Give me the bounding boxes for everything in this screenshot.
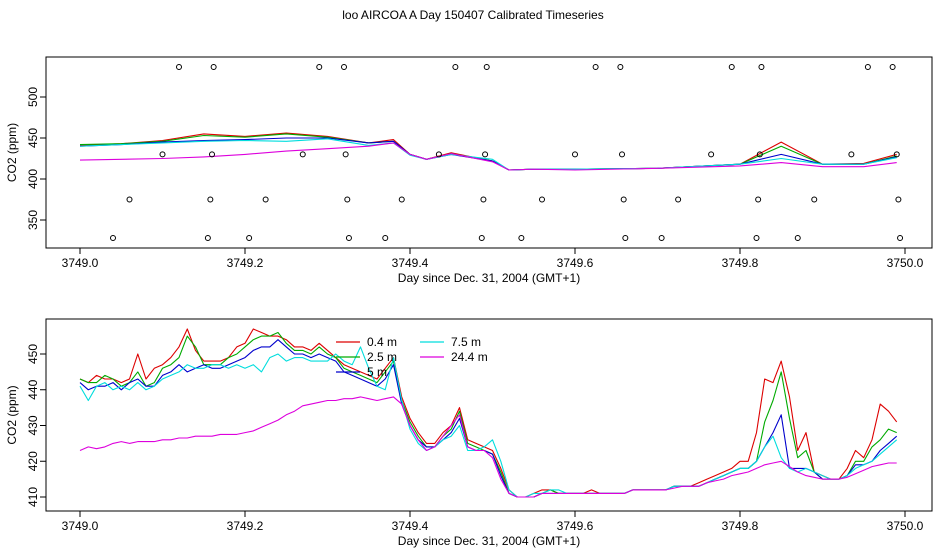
y-tick-label: 450 [26, 344, 40, 364]
x-tick-label: 3750.0 [887, 256, 924, 270]
calibration-marker [756, 151, 763, 158]
calibration-marker [262, 196, 269, 203]
x-tick-label: 3749.4 [392, 519, 429, 533]
legend-label: 7.5 m [451, 335, 481, 349]
y-tick-label: 410 [26, 487, 40, 507]
calibration-marker [864, 64, 871, 70]
upper-panel: 3749.0 3749.2 3749.4 3749.6 3749.8 3750.0 350 4… [5, 56, 933, 285]
calibration-marker [478, 235, 485, 241]
y-tick-label: 450 [26, 128, 40, 148]
calibration-marker [728, 64, 735, 70]
calibration-marker [811, 196, 818, 203]
calibration-marker [398, 196, 405, 203]
y-tick-label: 420 [26, 451, 40, 471]
calibration-marker [345, 235, 352, 241]
calibration-marker [210, 64, 217, 70]
series-line-24-4-m [79, 396, 897, 498]
calibration-marker [617, 64, 624, 70]
x-tick-label: 3749.6 [557, 256, 594, 270]
calibration-marker [126, 196, 133, 203]
y-tick-label: 440 [26, 379, 40, 399]
calibration-marker [483, 64, 490, 70]
legend-label: 5 m [367, 365, 387, 379]
x-tick-label: 3749.2 [227, 256, 264, 270]
calibration-marker [592, 64, 599, 70]
calibration-marker [341, 64, 347, 70]
calibration-marker [758, 64, 765, 70]
x-tick-label: 3749.0 [62, 256, 99, 270]
legend-label: 24.4 m [451, 350, 488, 364]
calibration-marker [619, 151, 626, 158]
legend-label: 2.5 m [367, 350, 397, 364]
lower-panel: 3749.0 3749.2 3749.4 3749.6 3749.8 3750.0 410 4… [5, 318, 933, 548]
legend-label: 0.4 m [367, 335, 397, 349]
calibration-marker [539, 196, 545, 203]
calibration-marker [893, 151, 900, 158]
calibration-marker [622, 235, 629, 241]
plot-frame [45, 56, 933, 249]
calibration-marker [159, 151, 166, 158]
calibration-marker [895, 196, 902, 203]
calibration-marker [620, 196, 627, 203]
calibration-marker [246, 235, 253, 241]
figure-title: loo AIRCOA A Day 150407 Calibrated Times… [342, 8, 603, 22]
calibration-marker [204, 235, 211, 241]
series-line-7-5-m [79, 346, 898, 498]
calibration-marker [658, 235, 665, 241]
calibration-marker [889, 64, 896, 70]
y-tick-label: 350 [26, 210, 40, 230]
calibration-marker [572, 151, 578, 158]
calibration-marker [518, 235, 525, 241]
x-axis-label: Day since Dec. 31, 2004 (GMT+1) [398, 271, 580, 285]
calibration-marker [176, 64, 182, 70]
legend: 0.4 m2.5 m5 m 7.5 m24.4 m [336, 335, 488, 379]
x-tick-label: 3749.6 [557, 519, 594, 533]
calibration-marker [435, 151, 442, 158]
calibration-marker [452, 64, 459, 70]
x-tick-label: 3749.2 [227, 519, 264, 533]
x-tick-label: 3749.4 [392, 256, 429, 270]
calibration-marker [342, 151, 349, 158]
calibration-marker [209, 151, 215, 158]
calibration-marker [482, 151, 489, 158]
calibration-marker [316, 64, 323, 70]
calibration-marker [299, 151, 306, 158]
x-tick-label: 3750.0 [887, 519, 924, 533]
y-tick-label: 430 [26, 415, 40, 435]
calibration-marker [110, 235, 116, 241]
calibration-marker [480, 196, 487, 203]
calibration-marker [675, 196, 682, 203]
calibration-marker [344, 196, 351, 203]
y-tick-label: 500 [26, 87, 40, 107]
plot-frame [45, 318, 933, 512]
x-tick-label: 3749.8 [722, 256, 759, 270]
calibration-marker [382, 235, 389, 241]
calibration-marker [848, 151, 855, 158]
calibration-marker [794, 235, 801, 241]
y-axis-label: CO2 (ppm) [5, 123, 19, 182]
x-axis-label: Day since Dec. 31, 2004 (GMT+1) [398, 534, 580, 548]
x-tick-label: 3749.8 [722, 519, 759, 533]
calibration-marker [755, 196, 762, 203]
calibration-marker [897, 235, 904, 241]
calibration-marker [207, 196, 214, 203]
x-tick-label: 3749.0 [62, 519, 99, 533]
series-line-0-4-m [79, 328, 898, 498]
y-tick-label: 400 [26, 169, 40, 189]
y-axis-label: CO2 (ppm) [5, 385, 19, 444]
calibration-marker [753, 235, 760, 241]
plot-area [79, 328, 898, 498]
calibration-marker [708, 151, 715, 158]
